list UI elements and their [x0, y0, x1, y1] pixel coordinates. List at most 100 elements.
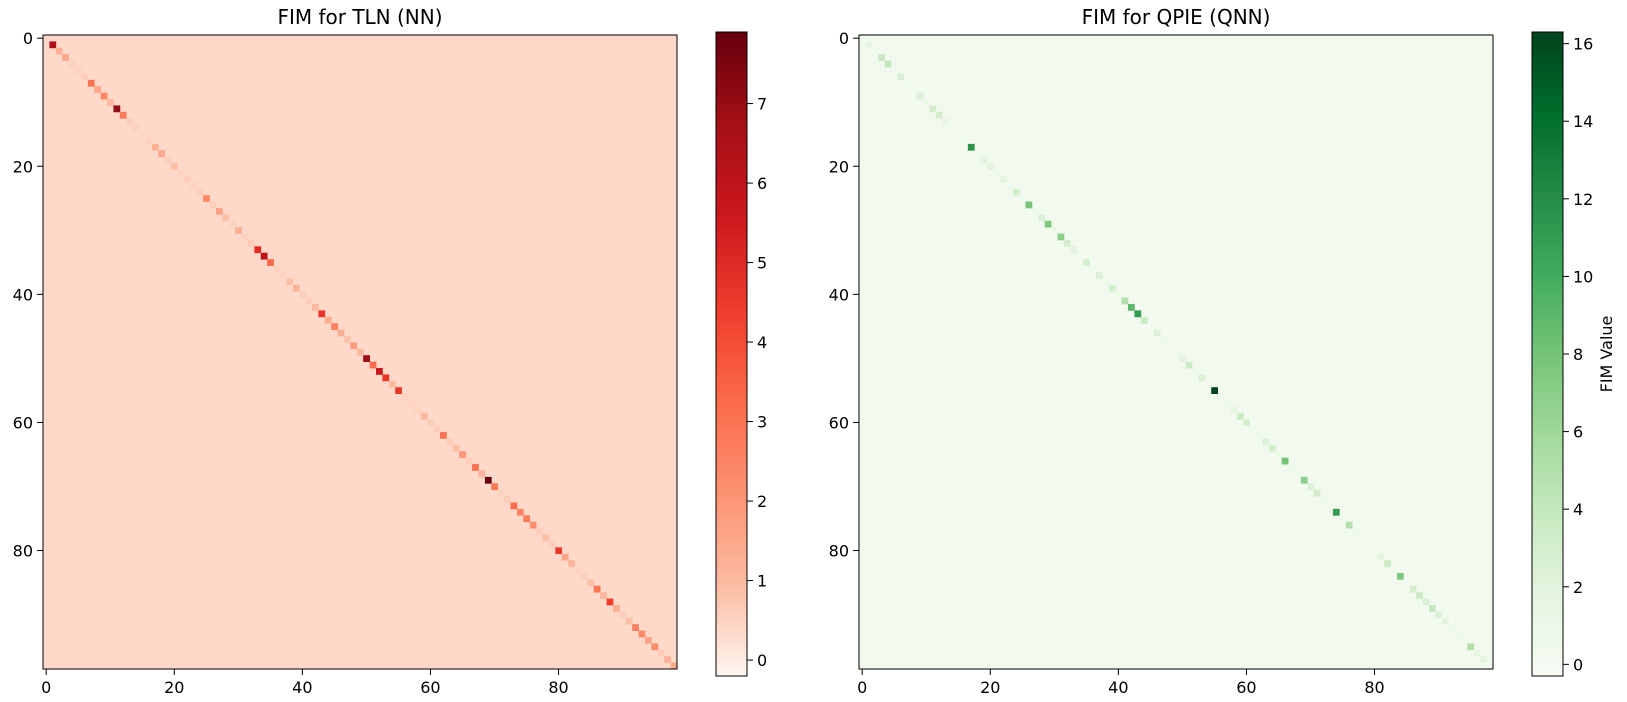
heatmap-cell [871, 47, 879, 55]
heatmap-cell [664, 656, 671, 663]
x-tick-label: 20 [980, 678, 1000, 697]
heatmap-cell [1127, 303, 1135, 311]
heatmap-cell [1320, 496, 1327, 503]
heatmap-cell [516, 508, 524, 516]
heatmap-cell [1243, 419, 1251, 427]
heatmap-cell [1428, 604, 1436, 612]
heatmap-cell [1083, 259, 1090, 266]
heatmap-cell [510, 502, 518, 510]
heatmap-cell [1339, 515, 1347, 523]
heatmap-cell [1102, 278, 1110, 286]
colorbar-tick-label: 4 [757, 333, 767, 352]
heatmap-cell [49, 41, 57, 49]
heatmap-cell [1063, 239, 1071, 247]
heatmap-cell [484, 476, 492, 484]
y-tick-label: 20 [13, 157, 33, 176]
heatmap-cell [987, 163, 994, 170]
heatmap-cell [1281, 457, 1289, 465]
colorbar-tick-label: 3 [757, 413, 767, 432]
heatmap-cell [865, 41, 873, 49]
heatmap-cell [113, 105, 121, 113]
heatmap-cell [916, 92, 924, 100]
heatmap-cell [254, 246, 262, 254]
heatmap-cell [897, 73, 905, 81]
heatmap-cell [1230, 406, 1238, 414]
heatmap-cell [903, 79, 911, 87]
heatmap-cell [1089, 265, 1097, 273]
heatmap-cell [87, 79, 95, 87]
heatmap-cell [427, 419, 435, 427]
colorbar-frame [715, 31, 748, 677]
heatmap-cell [1070, 246, 1078, 254]
heatmap-cell [1256, 432, 1263, 439]
heatmap-cell [292, 284, 300, 292]
heatmap-cell [1345, 521, 1353, 529]
heatmap-cell [139, 131, 146, 138]
heatmap-cell [884, 60, 892, 68]
heatmap-cell [1134, 310, 1142, 318]
heatmap-cell [356, 348, 364, 356]
heatmap-cell [1409, 585, 1417, 593]
heatmap-cell [363, 355, 370, 362]
heatmap-cell [580, 572, 588, 580]
x-tick-label: 0 [41, 678, 51, 697]
heatmap-cells [859, 35, 1494, 670]
heatmap-cell [62, 54, 70, 62]
heatmap-cell [203, 195, 210, 202]
heatmap-cell [1044, 220, 1052, 228]
heatmap-cell [75, 67, 82, 74]
heatmap-cell [1159, 335, 1167, 343]
heatmap-cell [1358, 534, 1366, 542]
x-axis: 0 20 40 60 80 [857, 669, 1385, 697]
heatmap-cell [974, 150, 982, 158]
colorbar-tick-label: 4 [1573, 500, 1583, 519]
heatmap-cell [929, 105, 937, 113]
colorbar-tick-label: 2 [1573, 578, 1583, 597]
y-tick-label: 20 [829, 157, 849, 176]
heatmap-cell [1006, 182, 1014, 190]
colorbar-axis: 0 1 2 3 4 5 6 7 [747, 95, 767, 670]
heatmap-cell [555, 547, 563, 555]
heatmap-cell [311, 303, 319, 311]
heatmap-cell [593, 585, 601, 593]
heatmap-cell [961, 137, 969, 145]
heatmap-cell [94, 86, 102, 94]
heatmap-cell [878, 54, 886, 62]
heatmap-cell [993, 169, 1001, 177]
heatmap-cell [910, 86, 918, 94]
y-tick-label: 80 [13, 542, 33, 561]
heatmap-cell [369, 361, 377, 369]
heatmap-cell [299, 291, 306, 298]
colorbar-label: FIM Value [1597, 316, 1616, 393]
plot-frame [858, 34, 1494, 670]
colorbar-gradient [716, 32, 747, 676]
x-tick-label: 0 [857, 678, 867, 697]
heatmap-cell [395, 387, 403, 395]
heatmap-cell [241, 233, 249, 241]
heatmap-cell [472, 464, 479, 471]
heatmap-cell [1422, 598, 1430, 606]
heatmap-cell [222, 214, 230, 222]
heatmap-cell [145, 137, 153, 145]
colorbar-qpie: 0 2 4 6 8 10 12 14 16 FIM Value [1531, 31, 1616, 677]
heatmap-cell [497, 489, 505, 497]
heatmap-cell [1262, 438, 1270, 446]
heatmap-cell [561, 553, 569, 561]
heatmap-cell [440, 432, 447, 439]
heatmap-cell [967, 143, 975, 151]
plot-frame [42, 34, 678, 670]
heatmap-cell [1012, 188, 1020, 196]
heatmap-cell [190, 182, 198, 190]
heatmap-cell [1486, 662, 1494, 670]
heatmap-cell [1185, 361, 1193, 369]
heatmap-cell [1192, 368, 1199, 375]
heatmap-cell [859, 35, 866, 42]
heatmap-cell [158, 150, 166, 158]
heatmap-cell [196, 188, 204, 196]
heatmap-cell [542, 534, 550, 542]
y-axis: 0 20 40 60 80 [13, 29, 43, 561]
heatmap-cell [408, 400, 415, 407]
heatmap-cell [632, 624, 639, 631]
heatmap-cell [273, 265, 281, 273]
